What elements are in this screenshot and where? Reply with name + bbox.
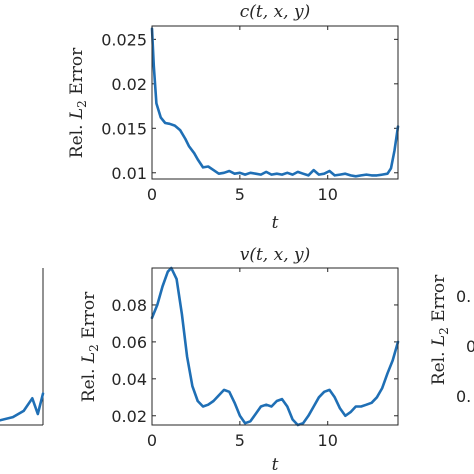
panel-v-xtick-label: 0 <box>147 431 157 450</box>
panel-c-series <box>150 27 400 178</box>
ylabel-sub: 2 <box>437 327 451 335</box>
ylabel-L: L <box>79 352 99 364</box>
ylabel-prefix: Rel. <box>79 363 99 402</box>
panel-c: c(t, x, y) 0 5 10 0.01 0.015 0.02 0.025 t Rel.… <box>67 2 400 233</box>
panel-c-ylabel: Rel. L2 Error <box>67 47 89 158</box>
panel-v-ylabel: Rel. L2 Error <box>79 291 101 402</box>
panel-c-title: c(t, x, y) <box>240 2 310 22</box>
panel-c-xlabel: t <box>272 213 279 233</box>
panel-c-ytick-label: 0.025 <box>101 30 147 49</box>
panel-v-ytick-label: 0.08 <box>111 296 147 315</box>
panel-v-ytick-label: 0.02 <box>111 407 147 426</box>
panel-c-axes-box <box>151 25 399 180</box>
panel-v-xtick-label: 5 <box>235 431 245 450</box>
panel-v-ytick-label: 0.04 <box>111 370 147 389</box>
panel-v-series-line <box>150 266 400 427</box>
ylabel-L: L <box>429 335 449 347</box>
ylabel-suffix: Error <box>79 291 99 344</box>
panel-c-ticks: 0 5 10 0.01 0.015 0.02 0.025 <box>101 26 398 204</box>
panel-c-xtick-label: 5 <box>235 185 245 204</box>
right-partial-tick-2: 0 <box>466 337 474 356</box>
ylabel-sub: 2 <box>75 100 89 108</box>
ylabel-L: L <box>67 108 87 120</box>
panel-v-ytick-label: 0.06 <box>111 333 147 352</box>
panel-v: v(t, x, y) 0 5 10 0.02 0.04 0.06 0.08 t Rel. L… <box>79 245 400 474</box>
panel-c-xtick-label: 0 <box>147 185 157 204</box>
panel-c-xtick-label: 10 <box>318 185 338 204</box>
ylabel-suffix: Error <box>67 47 87 100</box>
panel-c-series-line <box>150 27 400 178</box>
panel-v-title: v(t, x, y) <box>240 245 311 265</box>
ylabel-sub: 2 <box>87 344 101 352</box>
panel-c-ytick-label: 0.01 <box>111 164 147 183</box>
panel-left-partial <box>0 268 45 426</box>
right-partial-tick-1: 0. <box>456 287 471 306</box>
ylabel-suffix: Error <box>429 274 449 327</box>
right-partial-ylabel: Rel. L2 Error <box>429 274 451 385</box>
left-partial-series-line <box>0 392 45 422</box>
panel-v-xlabel: t <box>272 455 279 474</box>
panel-right-partial: Rel. L2 Error 0. 0 0. <box>429 274 474 406</box>
panel-c-ytick-label: 0.02 <box>111 75 147 94</box>
panel-v-axes-box <box>151 267 399 426</box>
panel-c-ytick-label: 0.015 <box>101 119 147 138</box>
panel-v-xtick-label: 10 <box>318 431 338 450</box>
panel-v-ticks: 0 5 10 0.02 0.04 0.06 0.08 <box>111 268 398 450</box>
right-partial-tick-3: 0. <box>456 387 471 406</box>
ylabel-prefix: Rel. <box>67 119 87 158</box>
panel-v-series <box>150 266 400 427</box>
ylabel-prefix: Rel. <box>429 346 449 385</box>
